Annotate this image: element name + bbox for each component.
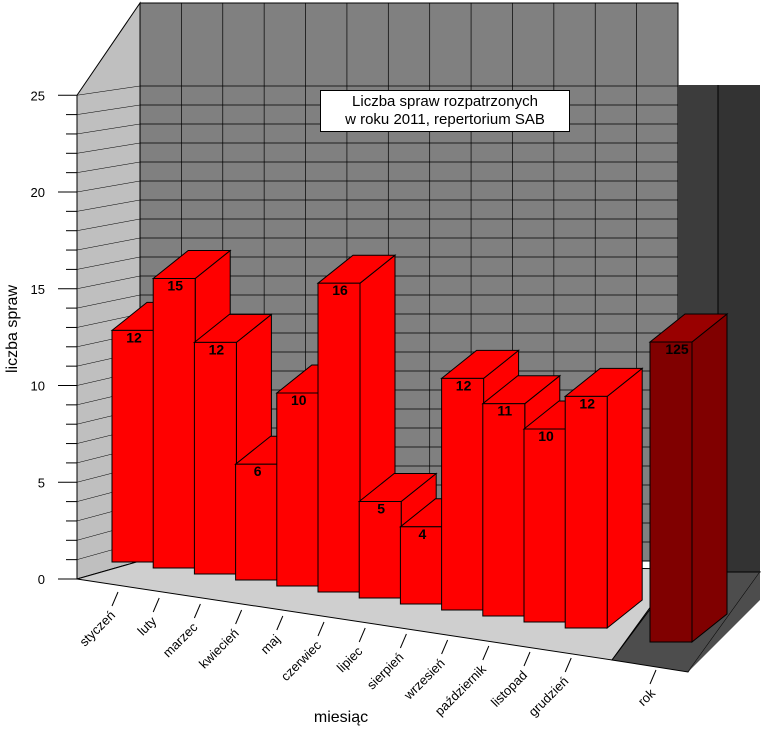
x-tick-label: styczeń [76,608,118,650]
y-axis-label: liczba spraw [4,285,21,373]
y-tick-label: 25 [31,88,45,103]
side-grid-line [76,275,141,289]
bar-value-label: 5 [377,501,385,517]
y-tick-label: 15 [31,282,45,297]
x-tick [111,591,119,607]
side-grid-line [76,218,141,231]
bar-value-label: 12 [126,329,142,345]
bar-front-face [152,278,196,569]
x-tick [441,639,449,655]
side-grid-line [76,256,141,270]
bar-total: 125 [648,312,729,644]
bar-side-face [606,367,643,630]
bar-front-face [111,329,155,563]
x-tick [564,657,572,673]
side-grid-line [76,294,141,309]
bar-front-face [649,341,693,643]
bar-12: 12 [563,367,644,630]
y-tick-label: 0 [38,572,45,587]
x-tick [152,597,160,613]
side-grid-line [76,85,141,96]
side-grid-line [76,199,141,212]
x-tick-label: listopad [488,668,530,710]
x-tick-label: wrzesień [400,656,448,704]
x-tick [317,621,325,637]
bars-group: 12 15 12 6 10 16 5 4 12 11 10 12 125 [110,249,729,644]
x-tick-label-total: rok [635,685,659,709]
bar-value-label: 15 [167,278,183,294]
side-grid-line [76,123,141,135]
x-tick [358,627,366,643]
bar-front-face [523,428,567,623]
bar-value-label: 12 [209,341,225,357]
x-tick-label: kwiecień [196,626,242,672]
bar-front-face [276,392,320,587]
bar-front-face [317,282,361,593]
side-grid-line [76,180,141,193]
x-tick [399,633,407,649]
bar-side-face [691,312,728,644]
y-tick-label: 5 [38,475,45,490]
bar-front-face [193,341,237,575]
side-grid-line [76,237,141,251]
bar-value-label: 10 [538,428,554,444]
side-grid-line [76,161,141,173]
bar-value-label: 11 [497,403,512,419]
bar-value-label: 12 [579,395,595,411]
x-tick-label: czerwiec [278,637,325,684]
chart-title-line2: w roku 2011, repertorium SAB [345,111,545,128]
x-tick [649,669,657,685]
bar-value-label: 16 [332,282,348,298]
x-axis-label: miesiąc [314,709,368,726]
y-tick-label: 10 [31,379,45,394]
x-tick [193,603,201,619]
bar-value-label: 125 [665,341,689,357]
x-tick-label: marzec [160,619,201,660]
y-axis: 0 5 10 15 20 25 [31,88,77,587]
chart-title: Liczba spraw rozpatrzonych w roku 2011, … [320,90,570,132]
bar-value-label: 4 [419,526,427,542]
side-grid-line [76,142,141,154]
bar-front-face [564,395,608,629]
bar-front-face [235,463,279,581]
x-tick [235,609,243,625]
x-tick-label: grudzień [525,674,571,720]
total-floor-edge [612,572,760,672]
side-grid-line [76,104,141,115]
bar-front-face [482,403,526,617]
x-tick-label: maj [257,631,282,656]
bar-front-face [441,377,485,611]
chart-title-line1: Liczba spraw rozpatrzonych [352,93,538,110]
bar-value-label: 6 [254,463,262,479]
x-tick [523,651,531,667]
bar-value-label: 10 [291,392,307,408]
x-tick-label: lipiec [334,643,366,675]
x-tick [276,615,284,631]
y-tick-label: 20 [31,185,45,200]
bar-value-label: 12 [456,377,472,393]
x-tick [482,645,490,661]
x-tick-label: sierpień [364,650,407,693]
x-tick-label: luty [134,613,159,638]
